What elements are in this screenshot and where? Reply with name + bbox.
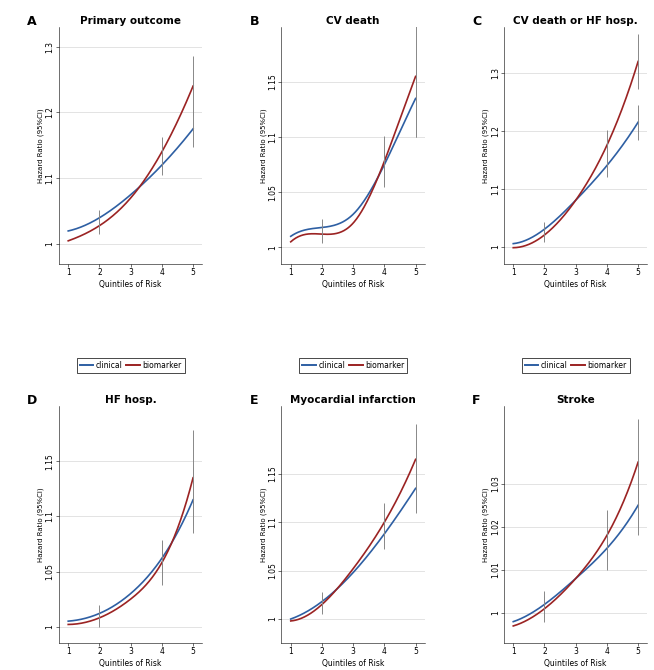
Text: A: A: [27, 15, 37, 28]
Legend: clinical, biomarker: clinical, biomarker: [522, 358, 630, 373]
Title: Myocardial infarction: Myocardial infarction: [290, 395, 416, 405]
Legend: clinical, biomarker: clinical, biomarker: [299, 358, 407, 373]
Text: F: F: [472, 394, 481, 407]
Text: D: D: [27, 394, 37, 407]
Text: B: B: [250, 15, 259, 28]
Title: CV death or HF hosp.: CV death or HF hosp.: [513, 16, 638, 26]
Y-axis label: Hazard Ratio (95%CI): Hazard Ratio (95%CI): [260, 487, 267, 562]
X-axis label: Quintiles of Risk: Quintiles of Risk: [99, 659, 162, 668]
Y-axis label: Hazard Ratio (95%CI): Hazard Ratio (95%CI): [483, 487, 489, 562]
Y-axis label: Hazard Ratio (95%CI): Hazard Ratio (95%CI): [260, 108, 267, 183]
Text: E: E: [250, 394, 258, 407]
Y-axis label: Hazard Ratio (95%CI): Hazard Ratio (95%CI): [483, 108, 489, 183]
X-axis label: Quintiles of Risk: Quintiles of Risk: [322, 280, 385, 289]
X-axis label: Quintiles of Risk: Quintiles of Risk: [322, 659, 385, 668]
Title: Primary outcome: Primary outcome: [80, 16, 181, 26]
X-axis label: Quintiles of Risk: Quintiles of Risk: [99, 280, 162, 289]
Legend: clinical, biomarker: clinical, biomarker: [77, 358, 184, 373]
Text: C: C: [472, 15, 481, 28]
X-axis label: Quintiles of Risk: Quintiles of Risk: [545, 659, 607, 668]
Y-axis label: Hazard Ratio (95%CI): Hazard Ratio (95%CI): [38, 108, 44, 183]
Title: CV death: CV death: [326, 16, 380, 26]
X-axis label: Quintiles of Risk: Quintiles of Risk: [545, 280, 607, 289]
Y-axis label: Hazard Ratio (95%CI): Hazard Ratio (95%CI): [38, 487, 44, 562]
Title: Stroke: Stroke: [557, 395, 595, 405]
Title: HF hosp.: HF hosp.: [105, 395, 156, 405]
